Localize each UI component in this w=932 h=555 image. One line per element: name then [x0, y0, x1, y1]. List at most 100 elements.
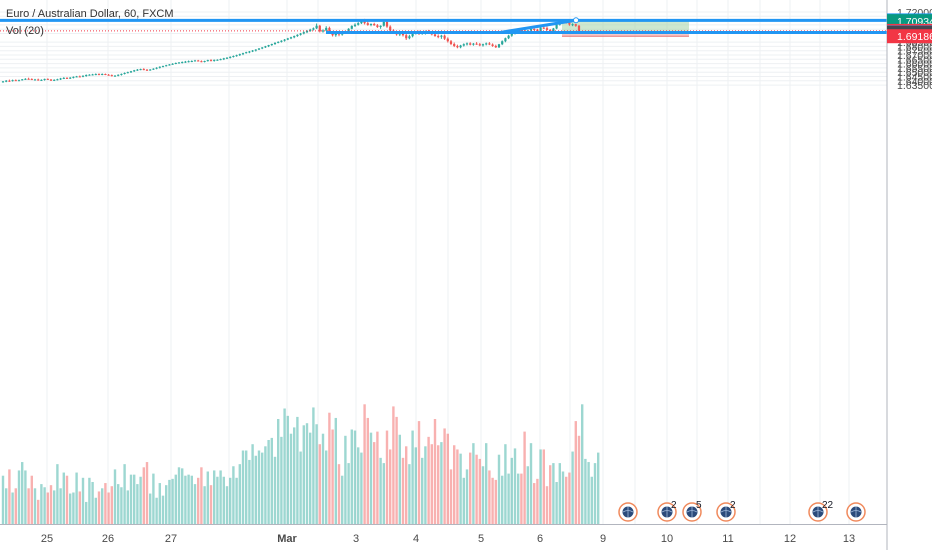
- symbol-title[interactable]: Euro / Australian Dollar, 60, FXCM: [6, 8, 174, 20]
- volume-bar: [443, 428, 446, 524]
- volume-bar: [91, 482, 94, 524]
- economic-event-icon[interactable]: 2: [716, 500, 736, 522]
- candle-body: [286, 38, 289, 40]
- time-axis[interactable]: 25 26 27 Mar 3 4 5 6 9 10 11 12 13: [0, 524, 887, 546]
- volume-bar: [475, 454, 478, 524]
- volume-bar: [357, 447, 360, 524]
- candle-body: [62, 77, 65, 79]
- volume-bar: [581, 404, 584, 524]
- volume-bar: [440, 442, 443, 524]
- trend-line-handle[interactable]: [573, 17, 579, 24]
- economic-event-icon[interactable]: 2: [657, 500, 677, 522]
- volume-bar: [488, 470, 491, 524]
- candle-body: [443, 35, 446, 39]
- candle-body: [107, 74, 110, 76]
- volume-bar: [267, 440, 270, 524]
- candle-body: [504, 38, 507, 42]
- volume-bar: [24, 470, 27, 524]
- candle-body: [78, 76, 81, 78]
- volume-bar: [113, 469, 117, 524]
- volume-bar: [88, 477, 91, 524]
- candle-body: [184, 61, 187, 63]
- candle-body: [75, 76, 78, 78]
- candle-body: [261, 47, 264, 49]
- candle-body: [91, 74, 94, 76]
- volume-bar: [453, 445, 456, 524]
- candle-body: [488, 43, 491, 45]
- economic-event-icon[interactable]: [618, 502, 638, 522]
- candle-body: [40, 79, 43, 81]
- economic-event-icon[interactable]: 5: [682, 500, 702, 522]
- candle-body: [373, 24, 376, 26]
- volume-bar: [542, 449, 545, 524]
- candle-body: [241, 53, 245, 55]
- candle-body: [139, 69, 142, 71]
- volume-indicator-label[interactable]: Vol (20): [6, 25, 44, 37]
- volume-bar: [181, 468, 184, 524]
- volume-bar: [280, 436, 283, 524]
- volume-bar: [376, 431, 379, 524]
- economic-event-icon[interactable]: [846, 502, 866, 522]
- stop-zone[interactable]: [562, 32, 689, 37]
- candle-body: [117, 74, 120, 76]
- volume-bar: [222, 476, 225, 524]
- volume-bar: [165, 485, 168, 524]
- position-tool[interactable]: [562, 20, 689, 37]
- candle-body: [190, 61, 193, 63]
- volume-bar: [437, 445, 440, 524]
- target-zone[interactable]: [562, 21, 689, 33]
- candle-body: [21, 79, 24, 81]
- volume-bar: [305, 423, 309, 524]
- volume-bar: [126, 490, 129, 524]
- price-axis[interactable]: 1.720001.715001.705001.700001.695001.685…: [886, 0, 932, 550]
- candle-body: [510, 33, 513, 36]
- volume-bar: [491, 477, 494, 524]
- volume-bar: [517, 473, 520, 524]
- candle-body: [225, 57, 229, 59]
- time-tick-label: 13: [843, 533, 855, 545]
- candle-body: [491, 44, 494, 46]
- candle-body: [203, 61, 206, 63]
- trend-line[interactable]: [499, 18, 577, 34]
- candle-body: [350, 25, 353, 29]
- candle-body: [113, 75, 117, 77]
- volume-bar: [552, 463, 555, 524]
- volume-bar: [232, 466, 235, 524]
- volume-bar: [56, 464, 59, 524]
- candle-body: [97, 74, 101, 76]
- candle-body: [382, 21, 385, 26]
- candle-body: [574, 24, 577, 26]
- volume-bar: [78, 491, 81, 524]
- volume-bar: [254, 455, 257, 524]
- candle-body: [315, 25, 318, 29]
- candle-body: [456, 45, 459, 48]
- candle-body: [478, 44, 481, 46]
- volume-bar: [257, 450, 261, 524]
- candle-body: [296, 34, 299, 37]
- event-markers[interactable]: 2 5 2 22: [618, 500, 866, 522]
- volume-bar: [184, 475, 187, 524]
- time-tick-label: 11: [722, 533, 733, 545]
- candle-body: [277, 41, 280, 43]
- volume-bar: [62, 472, 65, 524]
- candle-body: [145, 69, 149, 71]
- candle-body: [254, 49, 257, 51]
- volume-bar: [43, 487, 46, 524]
- candle-body: [206, 60, 209, 62]
- candle-body: [472, 43, 475, 45]
- drawings-layer[interactable]: [0, 17, 887, 34]
- candle-body: [408, 36, 411, 39]
- volume-bar: [510, 457, 513, 524]
- volume-bar: [561, 471, 565, 524]
- volume-bar: [251, 444, 254, 524]
- volume-bar: [216, 476, 219, 524]
- economic-event-icon[interactable]: 22: [808, 500, 834, 522]
- volume-bar: [14, 488, 17, 524]
- event-count: 5: [696, 500, 702, 511]
- candle-body: [449, 41, 453, 44]
- candle-body: [360, 21, 363, 24]
- volume-bar: [69, 493, 72, 524]
- candle-body: [177, 62, 181, 64]
